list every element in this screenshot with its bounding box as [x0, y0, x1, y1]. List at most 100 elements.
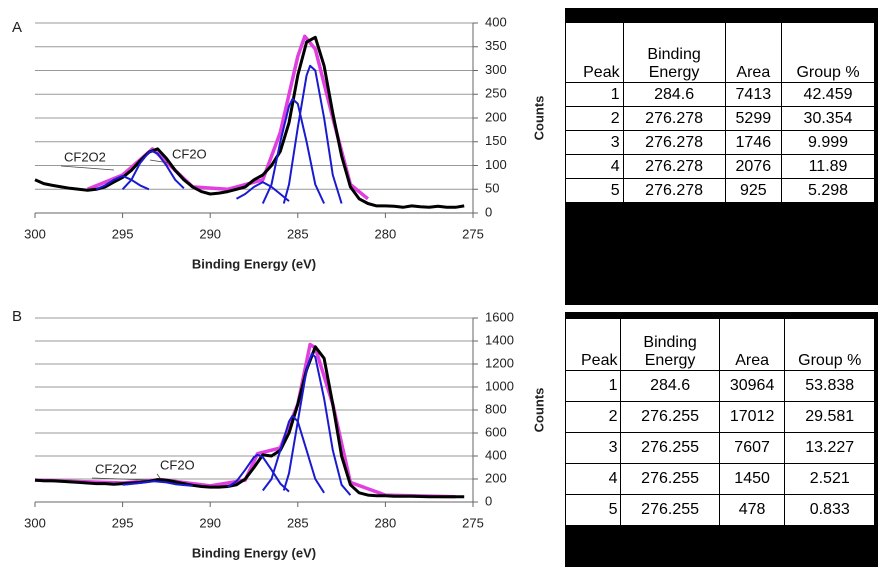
x-tick-label: 275 [462, 515, 484, 530]
cell: 7607 [718, 432, 786, 464]
cell: 29.581 [784, 401, 875, 433]
cell: 0.833 [784, 494, 875, 526]
header-cell: Peak [564, 318, 622, 371]
panel-label: B [12, 308, 22, 325]
x-tick-label: 290 [199, 226, 221, 241]
header-text: Area [736, 64, 771, 81]
cell: 30.354 [781, 106, 875, 131]
cell: 42.459 [781, 82, 875, 107]
table-row: 1 284.6 7413 42.459 [565, 82, 875, 107]
cell: 1746 [724, 130, 783, 155]
y-tick-label: 50 [485, 181, 499, 196]
cell: 3 [565, 130, 624, 155]
cell: 5 [565, 178, 624, 203]
cell: 5 [564, 494, 622, 526]
cell: 2 [565, 106, 624, 131]
x-tick-label: 280 [375, 226, 397, 241]
y-axis-title: Counts [531, 96, 546, 141]
cell: 478 [718, 494, 786, 526]
y-tick-label: 200 [485, 109, 507, 124]
cell: 1 [564, 370, 622, 402]
cell: 276.278 [622, 178, 726, 203]
y-tick-label: 150 [485, 133, 507, 148]
annotation: CF2O [160, 457, 195, 472]
cell: 276.278 [622, 106, 726, 131]
series-line [282, 352, 352, 496]
cell: 2076 [724, 154, 783, 179]
table-row: 5 276.278 925 5.298 [565, 178, 875, 203]
annotation: CF2O2 [64, 149, 106, 164]
y-tick-label: 1200 [485, 355, 514, 370]
series-line [34, 345, 465, 499]
cell: 2.521 [784, 463, 875, 495]
cell: 1 [565, 82, 624, 107]
x-tick-label: 295 [112, 226, 134, 241]
cell: 1450 [718, 463, 786, 495]
series-line [236, 181, 290, 202]
x-tick-label: 275 [462, 226, 484, 241]
header-text: Binding Energy [647, 46, 701, 81]
y-tick-label: 300 [485, 62, 507, 77]
cell: 276.278 [622, 154, 726, 179]
header-row: Peak Binding Energy Area Group % [565, 22, 875, 83]
header-text: Peak [583, 64, 620, 81]
series-line [95, 174, 150, 191]
header-text: Group % [798, 352, 862, 369]
header-text: Group % [796, 64, 860, 81]
table: Peak Binding Energy Area Group % 1 284.6 30964… [564, 318, 875, 526]
header-cell: Binding Energy [620, 318, 720, 371]
x-axis-title: Binding Energy (eV) [192, 545, 316, 560]
panel-label: A [12, 19, 22, 36]
annotation: CF2O [172, 146, 207, 161]
y-tick-label: 250 [485, 86, 507, 101]
y-tick-label: 1000 [485, 378, 514, 393]
cell: 276.255 [620, 494, 720, 526]
y-tick-label: 1400 [485, 332, 514, 347]
cell: 4 [565, 154, 624, 179]
y-tick-label: 0 [485, 204, 492, 219]
x-axis-title: Binding Energy (eV) [192, 256, 316, 271]
header-cell: Area [724, 22, 783, 83]
header-cell: Area [718, 318, 786, 371]
y-tick-label: 1600 [485, 309, 514, 324]
y-tick-label: 200 [485, 470, 507, 485]
series-line [121, 150, 185, 190]
cell: 53.838 [784, 370, 875, 402]
x-tick-label: 285 [287, 515, 309, 530]
cell: 2 [564, 401, 622, 433]
header-text: Area [735, 352, 769, 369]
table-row: 5 276.255 478 0.833 [564, 494, 875, 526]
header-row: Peak Binding Energy Area Group % [564, 318, 875, 371]
table-row: 4 276.278 2076 11.89 [565, 154, 875, 179]
annotation: CF2O2 [95, 461, 137, 476]
annotation-leader [156, 473, 161, 479]
cell: 11.89 [781, 154, 875, 179]
table-row: 1 284.6 30964 53.838 [564, 370, 875, 402]
cell: 7413 [724, 82, 783, 107]
cell: 13.227 [784, 432, 875, 464]
annotation-leader [91, 477, 149, 481]
header-text: Binding Energy [643, 334, 697, 369]
cell: 276.255 [620, 432, 720, 464]
x-tick-label: 300 [24, 226, 46, 241]
series-line [122, 480, 193, 487]
table-row: 3 276.278 1746 9.999 [565, 130, 875, 155]
chart: A 0 50 100 150 200 250 300 350 400 300 295 290 285 280… [12, 14, 546, 560]
cell: 4 [564, 463, 622, 495]
cell: 17012 [718, 401, 786, 433]
x-tick-label: 300 [24, 515, 46, 530]
header-cell: Peak [565, 22, 624, 83]
cell: 5299 [724, 106, 783, 131]
series-line [262, 414, 325, 494]
y-tick-label: 100 [485, 157, 507, 172]
table-row: 2 276.278 5299 30.354 [565, 106, 875, 131]
x-tick-label: 285 [287, 226, 309, 241]
table-row: 2 276.255 17012 29.581 [564, 401, 875, 433]
y-tick-label: 350 [485, 38, 507, 53]
header-cell: Group % [784, 318, 875, 371]
cell: 3 [564, 432, 622, 464]
x-tick-label: 295 [112, 515, 134, 530]
y-tick-label: 400 [485, 447, 507, 462]
series-line [227, 453, 290, 493]
cell: 9.999 [781, 130, 875, 155]
